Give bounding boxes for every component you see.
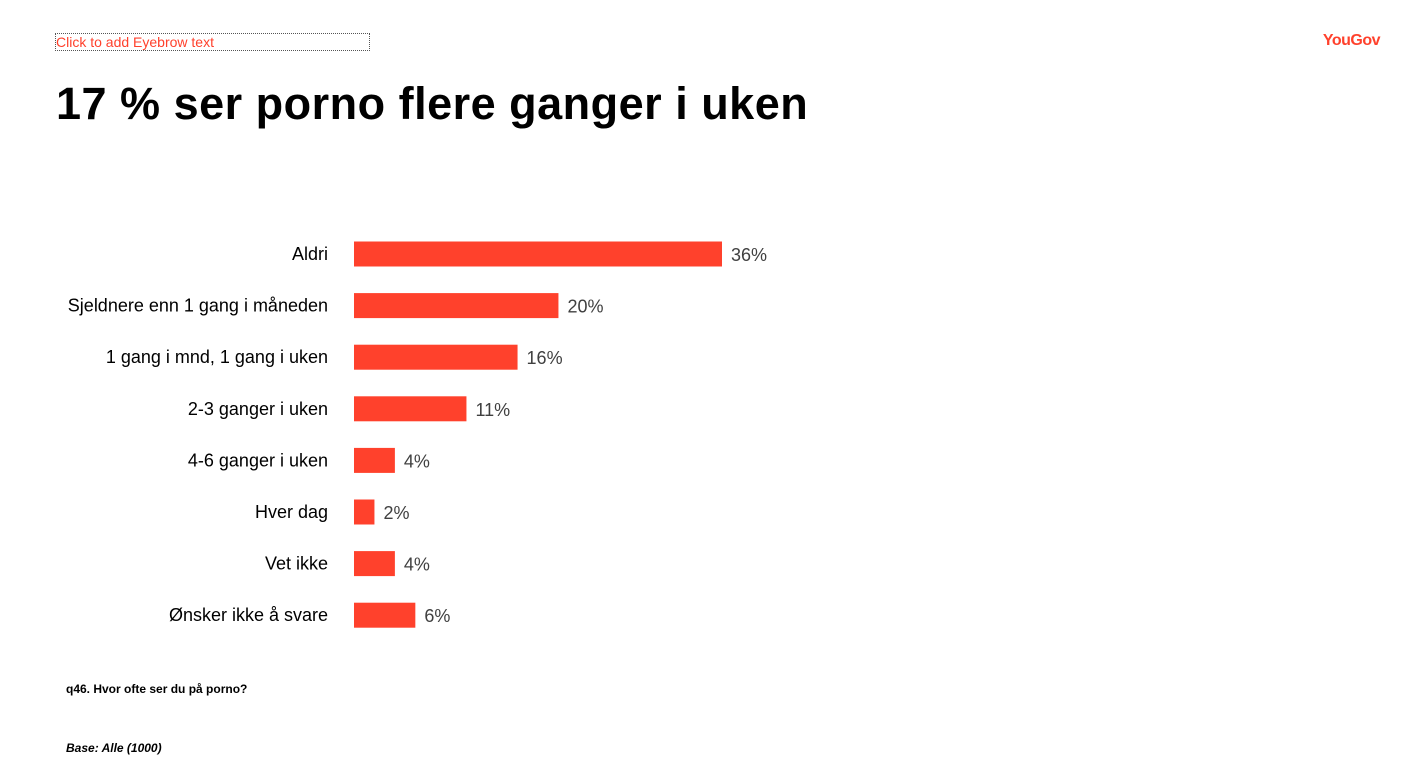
bar <box>354 499 375 525</box>
category-label: Hver dag <box>255 502 328 522</box>
category-label: 4-6 ganger i uken <box>188 450 328 470</box>
base-note: Base: Alle (1000) <box>66 741 162 755</box>
value-label: 36% <box>731 245 767 265</box>
value-label: 2% <box>383 503 409 523</box>
value-label: 4% <box>404 555 430 575</box>
value-label: 4% <box>404 451 430 471</box>
bar <box>354 396 467 422</box>
category-label: Aldri <box>292 244 328 264</box>
page-title: 17 % ser porno flere ganger i uken <box>56 78 809 129</box>
bar <box>354 344 518 370</box>
category-label: 2-3 ganger i uken <box>188 399 328 419</box>
value-label: 11% <box>475 400 510 420</box>
bar <box>354 447 395 473</box>
bar <box>354 602 416 628</box>
value-label: 16% <box>527 348 563 368</box>
eyebrow-placeholder[interactable]: Click to add Eyebrow text <box>55 33 370 51</box>
category-label: Ønsker ikke å svare <box>169 605 328 625</box>
bar <box>354 551 395 577</box>
value-label: 20% <box>567 297 603 317</box>
bar <box>354 293 559 319</box>
value-label: 6% <box>424 606 450 626</box>
category-label: Vet ikke <box>265 554 328 574</box>
yougov-logo: YouGov <box>1322 32 1381 49</box>
question-note: q46. Hvor ofte ser du på porno? <box>66 682 248 696</box>
category-label: Sjeldnere enn 1 gang i måneden <box>68 296 328 316</box>
category-label: 1 gang i mnd, 1 gang i uken <box>106 347 328 367</box>
bar <box>354 241 722 267</box>
